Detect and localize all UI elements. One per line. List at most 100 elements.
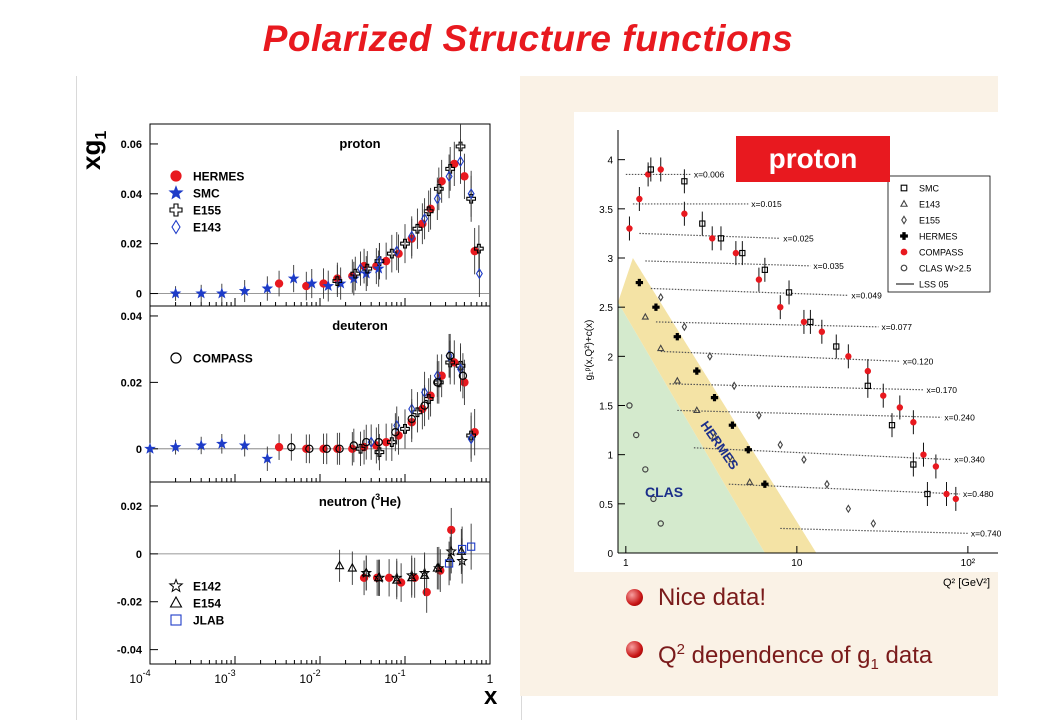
legend-marker	[169, 595, 183, 608]
y-axis-label-sub: 1	[93, 131, 110, 140]
data-point	[474, 243, 484, 254]
data-point	[833, 343, 840, 350]
x-bin-label: x=0.740	[971, 528, 1002, 538]
data-point	[287, 442, 296, 452]
data-point	[433, 193, 441, 205]
data-point	[195, 439, 207, 451]
data-point	[910, 461, 917, 468]
y-tick-label: 0	[607, 549, 613, 560]
data-point	[467, 188, 475, 200]
legend-marker	[900, 264, 908, 272]
data-point	[456, 155, 465, 168]
x-bin-label: x=0.340	[954, 455, 985, 465]
lss05-curve	[660, 350, 900, 362]
data-point	[801, 455, 807, 465]
bullet-text-pre: Q	[658, 642, 677, 669]
subplot-label: deuteron	[332, 318, 388, 333]
legend-marker	[168, 185, 184, 200]
data-point	[681, 210, 688, 217]
data-point	[456, 545, 467, 555]
data-point	[322, 279, 335, 291]
data-point	[626, 402, 633, 409]
y-tick-label: 2.5	[599, 303, 613, 314]
data-point	[818, 328, 826, 335]
y-tick-label: -0.04	[117, 645, 143, 657]
data-point	[777, 440, 784, 450]
y-tick-label: 1	[607, 451, 613, 462]
x-tick-label: 10-2	[299, 668, 320, 686]
q2-series-smc	[647, 157, 931, 506]
subplot-deuteron: 0.04 0.02 0 deuteron COMPASS	[121, 305, 491, 483]
legend-marker	[168, 578, 184, 593]
data-point	[824, 479, 830, 489]
data-point	[357, 262, 365, 275]
data-point	[739, 249, 746, 257]
data-point	[888, 422, 896, 429]
data-point	[335, 444, 344, 453]
x-tick-exp: -1	[398, 668, 406, 678]
x-tick-base: 10	[299, 672, 313, 686]
bullet-item: Nice data!	[620, 572, 1000, 624]
series-smc	[144, 434, 274, 471]
data-point	[216, 287, 228, 299]
data-point	[393, 419, 401, 432]
subplot-label: proton	[339, 136, 380, 151]
x-bin-label: x=0.170	[926, 385, 957, 395]
data-point	[656, 344, 665, 352]
legend-marker	[169, 203, 183, 217]
data-point	[647, 166, 654, 173]
data-point	[880, 392, 887, 399]
x-tick-label: 10	[791, 558, 803, 569]
x-tick-label: 10-1	[384, 668, 405, 686]
legend-marker	[170, 352, 182, 364]
data-point	[864, 367, 872, 375]
data-point	[400, 423, 410, 434]
data-point	[466, 430, 477, 441]
x-bin-label: x=0.006	[694, 169, 725, 179]
series-compass	[287, 333, 468, 465]
legend-label: SMC	[919, 184, 940, 194]
legend-label: SMC	[193, 187, 220, 201]
data-point	[406, 572, 417, 582]
y-axis-label: g₁ᵖ(x,Q²)+c(x)	[584, 320, 595, 381]
data-point	[924, 490, 931, 498]
lss05-curve	[639, 232, 781, 239]
subplot-proton: 0.06 0.04 0.02 0 proton HERMES SMC E155 E143	[121, 123, 491, 307]
data-point	[641, 312, 650, 320]
q2-series-clas	[626, 402, 664, 527]
x-tick-base: 10	[384, 672, 398, 686]
data-point	[896, 404, 904, 411]
data-point	[445, 553, 456, 563]
legend-label: JLAB	[193, 614, 225, 628]
lss05-curve	[645, 260, 811, 267]
data-point	[699, 220, 706, 227]
data-point	[421, 213, 429, 225]
data-point	[800, 318, 808, 326]
y-tick-label: 0	[136, 289, 142, 301]
subplot-label-pre: neutron (	[319, 494, 376, 509]
data-point	[785, 289, 793, 296]
y-axis-label: xg1	[76, 131, 110, 170]
data-point	[657, 520, 664, 527]
data-point	[412, 223, 423, 234]
lss05-curve	[728, 483, 961, 495]
data-point	[458, 371, 468, 380]
x-bin-label: x=0.077	[881, 322, 912, 332]
subplot-label-tail: He)	[380, 494, 401, 509]
data-point	[717, 235, 725, 242]
slide-title: Polarized Structure functions	[262, 18, 794, 59]
data-point	[384, 573, 394, 582]
data-point	[455, 141, 466, 152]
bullet-list: Nice data! Q2 dependence of g1 data	[620, 572, 1000, 676]
proton-badge	[736, 136, 890, 182]
data-point	[391, 574, 402, 584]
y-tick-label: 0.04	[121, 189, 143, 201]
data-point	[287, 272, 300, 284]
series-e154	[334, 528, 467, 600]
y-axis-label-main: xg	[76, 140, 106, 170]
q2-series-compass	[626, 157, 960, 511]
data-point	[419, 569, 430, 579]
data-point	[445, 164, 456, 174]
data-point	[710, 393, 719, 402]
